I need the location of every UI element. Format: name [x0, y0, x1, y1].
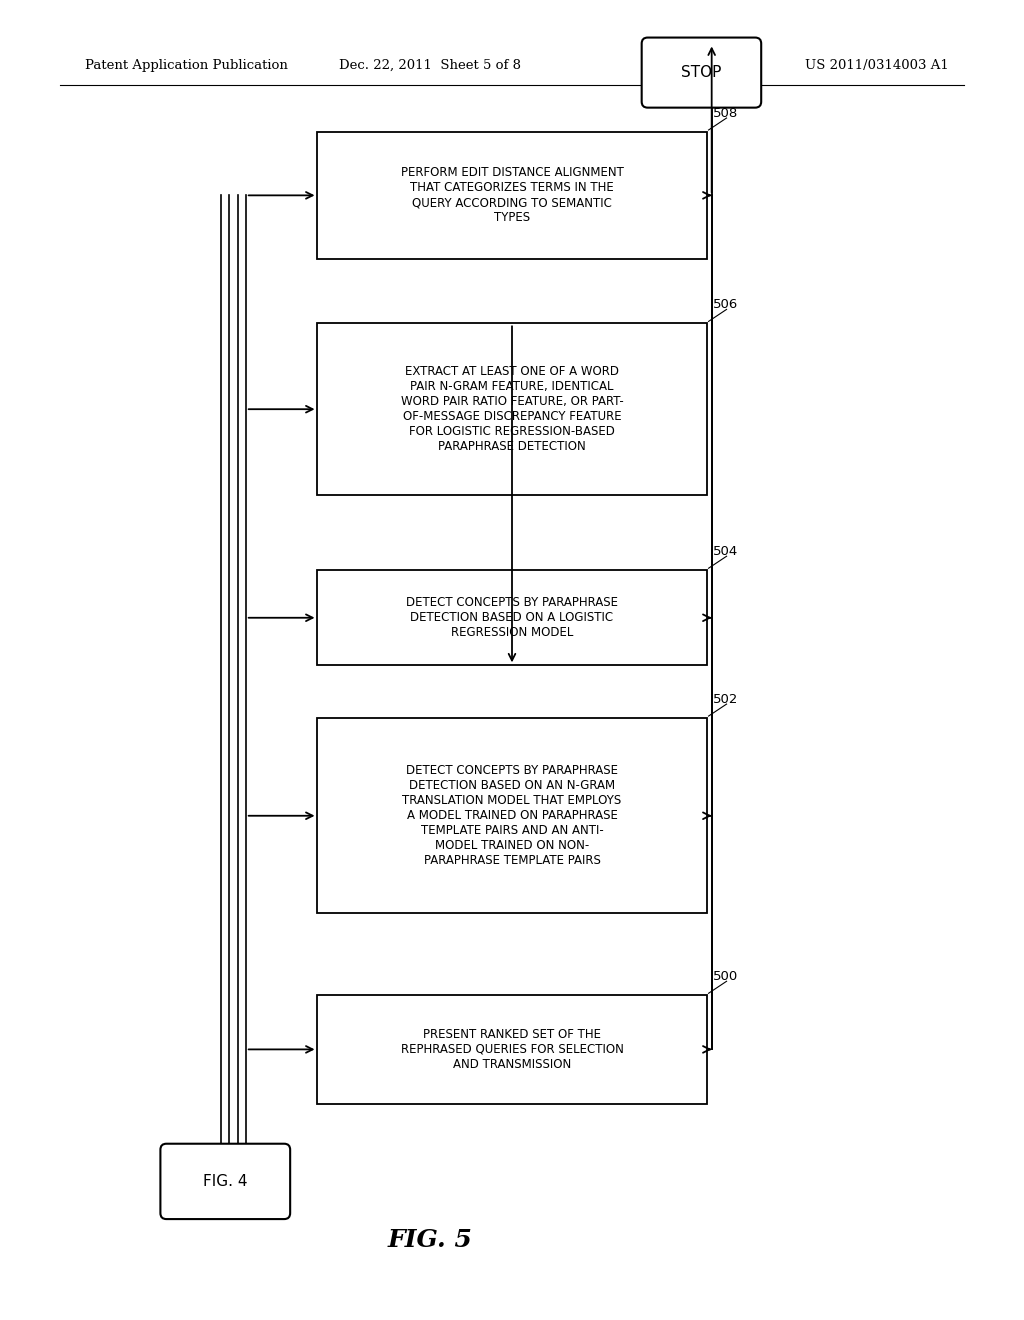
FancyBboxPatch shape — [161, 1143, 290, 1220]
Text: FIG. 4: FIG. 4 — [203, 1173, 248, 1189]
Bar — [317, 995, 707, 1104]
Text: US 2011/0314003 A1: US 2011/0314003 A1 — [805, 58, 949, 71]
Bar — [317, 570, 707, 665]
FancyBboxPatch shape — [642, 37, 761, 108]
Bar — [317, 323, 707, 495]
Text: 506: 506 — [714, 298, 738, 312]
Bar — [317, 718, 707, 913]
Text: EXTRACT AT LEAST ONE OF A WORD
PAIR N-GRAM FEATURE, IDENTICAL
WORD PAIR RATIO FE: EXTRACT AT LEAST ONE OF A WORD PAIR N-GR… — [400, 366, 624, 453]
Text: DETECT CONCEPTS BY PARAPHRASE
DETECTION BASED ON AN N-GRAM
TRANSLATION MODEL THA: DETECT CONCEPTS BY PARAPHRASE DETECTION … — [402, 764, 622, 867]
Text: Dec. 22, 2011  Sheet 5 of 8: Dec. 22, 2011 Sheet 5 of 8 — [339, 58, 521, 71]
Text: FIG. 5: FIG. 5 — [387, 1228, 472, 1251]
Text: 508: 508 — [714, 107, 738, 120]
Bar — [317, 132, 707, 259]
Text: Patent Application Publication: Patent Application Publication — [85, 58, 288, 71]
Text: PERFORM EDIT DISTANCE ALIGNMENT
THAT CATEGORIZES TERMS IN THE
QUERY ACCORDING TO: PERFORM EDIT DISTANCE ALIGNMENT THAT CAT… — [400, 166, 624, 224]
Text: 504: 504 — [714, 545, 738, 558]
Text: DETECT CONCEPTS BY PARAPHRASE
DETECTION BASED ON A LOGISTIC
REGRESSION MODEL: DETECT CONCEPTS BY PARAPHRASE DETECTION … — [406, 597, 618, 639]
Text: PRESENT RANKED SET OF THE
REPHRASED QUERIES FOR SELECTION
AND TRANSMISSION: PRESENT RANKED SET OF THE REPHRASED QUER… — [400, 1028, 624, 1071]
Text: STOP: STOP — [681, 65, 722, 81]
Text: 502: 502 — [713, 693, 738, 706]
Text: 500: 500 — [714, 970, 738, 983]
